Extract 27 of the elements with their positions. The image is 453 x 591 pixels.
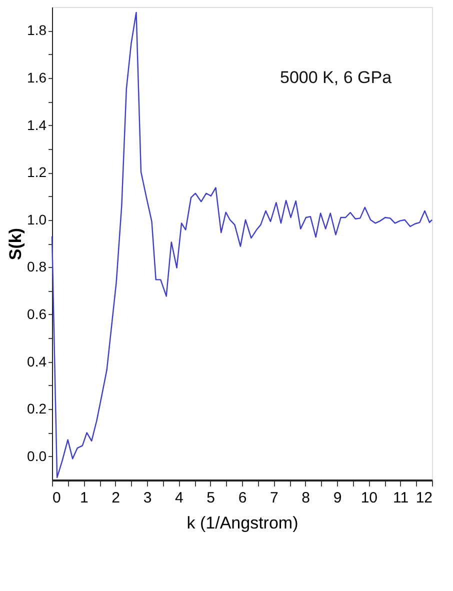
y-tick-label: 0.0 xyxy=(27,448,47,464)
annotation: 5000 K, 6 GPa xyxy=(280,68,392,87)
x-tick-label: 3 xyxy=(143,490,152,506)
x-tick-label: 10 xyxy=(360,490,378,506)
y-tick-label: 0.8 xyxy=(27,258,47,275)
y-tick-label: 0.6 xyxy=(27,306,47,322)
x-tick-label: 12 xyxy=(416,490,432,506)
x-tick-label: 2 xyxy=(112,490,120,506)
x-tick-label: 8 xyxy=(302,490,310,506)
x-tick-label: 6 xyxy=(238,490,247,506)
x-tick-label: 5 xyxy=(206,490,216,506)
x-tick-label: 1 xyxy=(80,490,88,506)
y-tick-label: 1.6 xyxy=(27,69,47,86)
y-axis-title: S(k) xyxy=(6,228,26,260)
x-tick-label: 9 xyxy=(333,490,342,506)
y-tick-label: 1.8 xyxy=(27,22,47,38)
y-tick-label: 0.2 xyxy=(27,400,47,417)
x-tick-label: 7 xyxy=(270,490,278,506)
y-tick-label: 1.4 xyxy=(27,116,47,133)
y-tick-label: 0.4 xyxy=(27,353,47,370)
x-axis-title: k (1/Angstrom) xyxy=(186,514,298,532)
line-series xyxy=(51,12,433,478)
y-tick-label: 1.2 xyxy=(27,164,47,180)
x-tick-label: 11 xyxy=(393,490,409,506)
y-tick-label: 1.0 xyxy=(27,211,47,228)
x-tick-label: 4 xyxy=(174,490,184,506)
x-tick-label: 0 xyxy=(52,490,61,506)
